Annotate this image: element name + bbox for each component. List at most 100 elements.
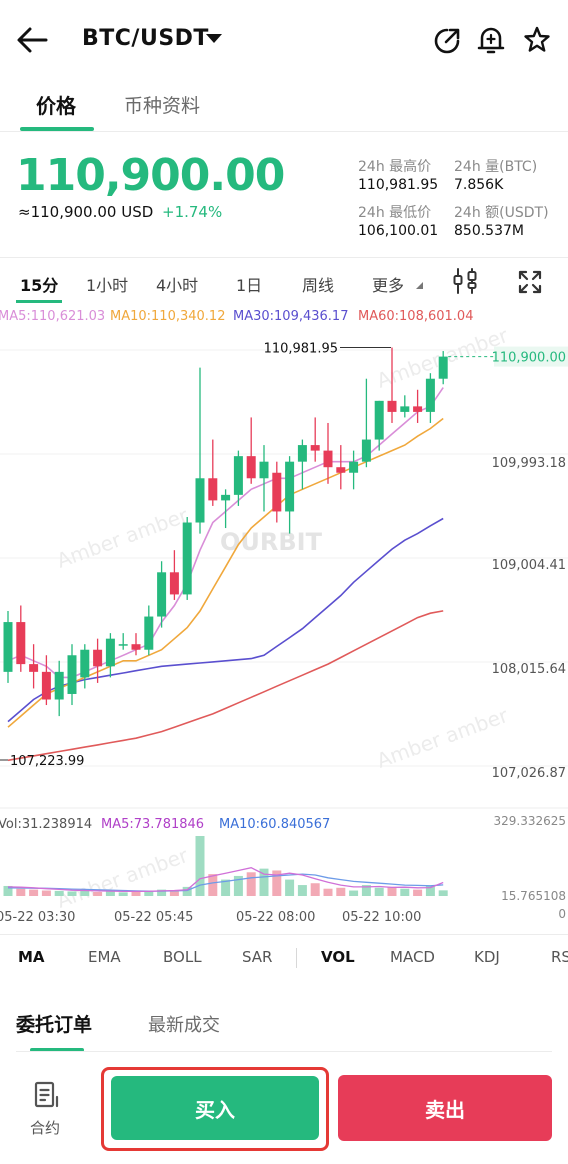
volume-bar [93,891,103,896]
tab-price[interactable]: 价格 [36,94,76,118]
volume-bar [233,875,243,896]
candle-body [16,622,26,665]
time-axis-label: 05-22 10:00 [342,910,421,925]
volume-btc-value: 7.856K [454,177,504,193]
amount-usdt-value: 850.537M [454,223,524,239]
candle-body [144,616,154,650]
volume-bar [361,885,371,896]
usd-price: ≈110,900.00 USD [18,203,154,221]
high-value: 110,981.95 [358,177,439,193]
volume-bar [182,886,192,896]
current-price-tag-bg [494,346,568,367]
candle-body [182,522,192,595]
tab-coin-info[interactable]: 币种资料 [124,95,201,117]
candle-body [336,467,346,473]
volume-bar [272,870,282,896]
contract-label[interactable]: 合约 [30,1119,61,1137]
tab-latest-trades[interactable]: 最新成交 [148,1015,220,1036]
candle-body [195,478,205,523]
divider [0,934,568,935]
tab-orders[interactable]: 委托订单 [16,1014,93,1036]
interval-more[interactable]: 更多 [372,276,405,295]
ma60-legend: MA60:108,601.04 [358,309,474,324]
volume-bar [16,888,26,896]
pair-selector[interactable]: BTC/USDT [82,26,209,51]
interval-15m[interactable]: 15分 [20,276,59,295]
buy-button-highlight [101,1067,329,1151]
volume-bar [169,890,179,896]
candle-body [246,456,256,479]
last-price: 110,900.00 [16,150,285,201]
candle-body [323,450,333,468]
time-axis-label: 05-22 08:00 [236,910,315,925]
time-axis-label: 05-22 05:45 [114,910,193,925]
price-axis-label: 108,015.64 [492,662,566,677]
interval-4h[interactable]: 4小时 [156,276,199,295]
volume-bar [105,890,115,896]
volume-bar [374,887,384,896]
candle-body [208,478,218,501]
indicator-vol[interactable]: VOL [321,948,355,966]
indicator-kdj[interactable]: KDJ [474,948,500,966]
price-change-percent: +1.74% [162,203,223,221]
indicator-ma[interactable]: MA [18,948,45,966]
volume-bar [54,890,64,896]
volume-bar [323,888,333,896]
indicator-ema[interactable]: EMA [88,948,121,966]
volume-bar [29,889,39,896]
indicator-sar[interactable]: SAR [242,948,273,966]
contract-icon[interactable] [32,1080,62,1110]
interval-weekly[interactable]: 周线 [302,276,335,295]
candle-body [374,400,384,440]
candle-body [349,461,359,473]
indicator-macd[interactable]: MACD [390,948,435,966]
current-price-tag: 110,900.00 [492,351,566,366]
price-axis-label: 107,026.87 [492,766,566,781]
fullscreen-icon[interactable] [516,268,544,296]
vol-legend: Vol:31.238914 [0,817,92,832]
volume-bar [438,890,448,896]
indicator-rsi[interactable]: RS [551,948,568,966]
sell-button[interactable]: 卖出 [338,1075,552,1141]
volume-bar [80,890,90,896]
candle-body [400,406,410,412]
vol-ma5-line [7,867,444,893]
volume-bar [259,868,269,896]
candle-body [361,439,371,462]
volume-bar [118,892,128,896]
ma60-line [7,610,444,762]
indicator-separator [296,948,297,968]
candle-body [413,406,423,412]
volume-btc-label: 24h 量(BTC) [454,159,538,175]
candle-body [285,461,295,512]
volume-bar [297,885,307,896]
ma30-line [7,517,444,723]
candle-body [387,400,397,412]
ma30-legend: MA30:109,436.17 [233,309,349,324]
chevron-down-icon[interactable] [206,34,222,43]
back-arrow-icon[interactable] [14,22,54,58]
bell-icon[interactable] [476,24,506,56]
candle-body [157,572,167,617]
vol-axis-mid: 15.765108 [501,889,566,903]
star-icon[interactable] [522,24,552,56]
candle-body [259,461,269,479]
active-order-tab-indicator [30,1048,84,1052]
indicator-settings-icon[interactable] [450,266,480,296]
interval-1d[interactable]: 1日 [236,276,263,295]
candle-body [93,649,103,667]
interval-1h[interactable]: 1小时 [86,276,129,295]
volume-bar [349,890,359,896]
watermark-text: Amber amber [54,503,192,573]
volume-bar [310,883,320,896]
vol-ma10-line [7,873,444,892]
volume-bar [41,890,51,896]
candle-body [425,378,435,412]
share-icon[interactable] [432,26,462,56]
volume-bar [413,889,423,896]
indicator-boll[interactable]: BOLL [163,948,202,966]
buy-button[interactable]: 买入 [111,1076,319,1140]
more-caret-icon[interactable] [416,282,423,289]
candle-body [131,644,141,650]
